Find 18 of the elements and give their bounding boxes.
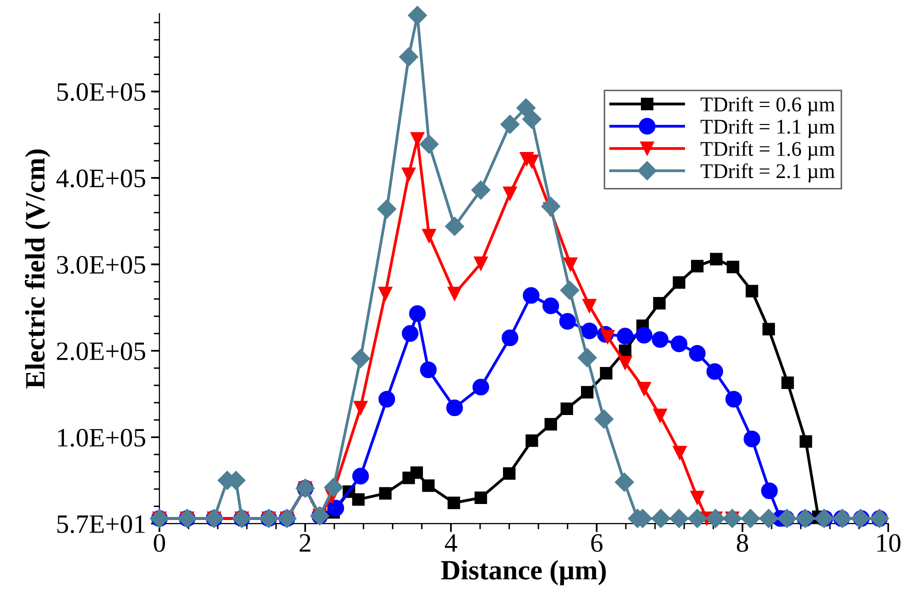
legend-label: TDrift = 2.1 µm [700,163,835,182]
x-axis-title: Distance (µm) [441,560,606,586]
legend-label: TDrift = 1.1 µm [700,118,835,138]
y-axis-title: Electric field (V/cm) [24,150,50,388]
y-tick-label: 5.7E+01 [57,515,145,534]
y-tick-label: 2.0E+05 [57,342,146,360]
y-tick-label: 5.0E+05 [57,83,146,102]
y-tick-label: 4.0E+05 [56,170,146,188]
y-tick-label: 1.0E+05 [58,428,146,447]
x-tick-label: 8 [736,534,748,552]
y-tick-label: 3.0E+05 [57,256,146,274]
x-tick-label: 0 [154,534,166,552]
x-tick-label: 2 [300,534,310,552]
legend-label: TDrift = 0.6 µm [700,96,835,116]
x-tick-label: 6 [591,534,603,552]
legend-label: TDrift = 1.6 µm [700,141,835,160]
x-tick-label: 4 [444,534,458,552]
x-tick-label: 10 [877,534,900,552]
